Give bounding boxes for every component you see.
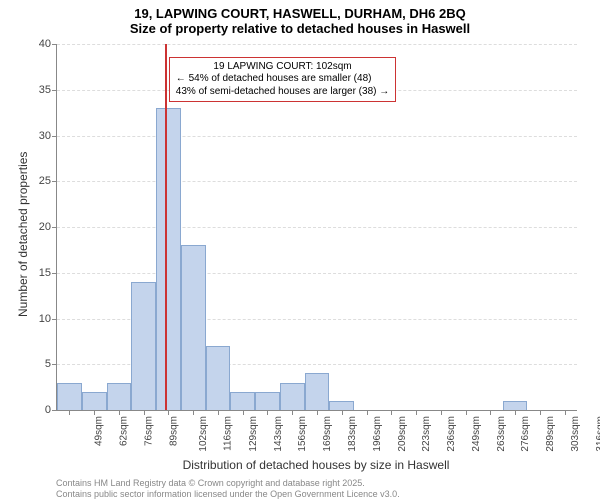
x-tick-mark <box>193 410 194 415</box>
x-tick-label: 183sqm <box>347 416 358 452</box>
histogram-bar <box>280 383 305 410</box>
x-tick-mark <box>94 410 95 415</box>
x-tick-label: 289sqm <box>545 416 556 452</box>
histogram-bar <box>206 346 231 410</box>
x-tick-mark <box>441 410 442 415</box>
histogram-chart: 051015202530354049sqm62sqm76sqm89sqm102s… <box>56 44 577 411</box>
y-tick-label: 30 <box>39 130 57 142</box>
x-tick-label: 223sqm <box>421 416 432 452</box>
property-marker-line <box>165 44 167 410</box>
footer-line2: Contains public sector information licen… <box>56 489 400 500</box>
histogram-bar <box>329 401 354 410</box>
histogram-bar <box>107 383 132 410</box>
x-tick-label: 276sqm <box>520 416 531 452</box>
y-tick-label: 20 <box>39 221 57 233</box>
x-tick-mark <box>218 410 219 415</box>
y-tick-label: 40 <box>39 38 57 50</box>
x-tick-label: 76sqm <box>143 416 154 446</box>
x-tick-label: 236sqm <box>446 416 457 452</box>
histogram-bar <box>156 108 181 410</box>
grid-line <box>57 227 577 228</box>
x-tick-mark <box>490 410 491 415</box>
x-tick-mark <box>540 410 541 415</box>
x-tick-label: 316sqm <box>595 416 600 452</box>
histogram-bar <box>82 392 107 410</box>
histogram-bar <box>255 392 280 410</box>
x-tick-label: 89sqm <box>168 416 179 446</box>
histogram-bar <box>181 245 206 410</box>
y-tick-label: 15 <box>39 267 57 279</box>
y-axis-label: Number of detached properties <box>16 152 30 317</box>
annotation-line3: 43% of semi-detached houses are larger (… <box>176 86 389 99</box>
x-tick-mark <box>292 410 293 415</box>
x-axis-label: Distribution of detached houses by size … <box>56 458 576 472</box>
histogram-bar <box>131 282 156 410</box>
y-tick-label: 0 <box>45 404 57 416</box>
x-tick-label: 49sqm <box>94 416 105 446</box>
x-tick-mark <box>565 410 566 415</box>
x-tick-label: 249sqm <box>471 416 482 452</box>
x-tick-mark <box>367 410 368 415</box>
title-line2: Size of property relative to detached ho… <box>0 21 600 40</box>
x-tick-mark <box>317 410 318 415</box>
x-tick-mark <box>466 410 467 415</box>
x-tick-mark <box>391 410 392 415</box>
annotation-line2: ← 54% of detached houses are smaller (48… <box>176 73 389 86</box>
x-tick-mark <box>515 410 516 415</box>
x-tick-label: 62sqm <box>119 416 130 446</box>
x-tick-mark <box>69 410 70 415</box>
x-tick-label: 156sqm <box>298 416 309 452</box>
x-tick-label: 209sqm <box>397 416 408 452</box>
y-tick-label: 25 <box>39 175 57 187</box>
annotation-box: 19 LAPWING COURT: 102sqm← 54% of detache… <box>169 57 396 103</box>
x-tick-mark <box>144 410 145 415</box>
x-tick-label: 143sqm <box>273 416 284 452</box>
x-tick-mark <box>267 410 268 415</box>
footer-line1: Contains HM Land Registry data © Crown c… <box>56 478 400 489</box>
histogram-bar <box>230 392 255 410</box>
x-tick-mark <box>342 410 343 415</box>
footer-attribution: Contains HM Land Registry data © Crown c… <box>56 478 400 500</box>
x-tick-label: 129sqm <box>248 416 259 452</box>
x-tick-mark <box>119 410 120 415</box>
grid-line <box>57 181 577 182</box>
x-tick-label: 116sqm <box>223 416 234 451</box>
histogram-bar <box>503 401 528 410</box>
title-line1: 19, LAPWING COURT, HASWELL, DURHAM, DH6 … <box>0 0 600 21</box>
x-tick-label: 303sqm <box>570 416 581 452</box>
x-tick-label: 102sqm <box>199 416 210 452</box>
annotation-line1: 19 LAPWING COURT: 102sqm <box>176 61 389 74</box>
grid-line <box>57 273 577 274</box>
y-tick-label: 10 <box>39 313 57 325</box>
x-tick-mark <box>243 410 244 415</box>
x-tick-label: 169sqm <box>322 416 333 452</box>
x-tick-mark <box>168 410 169 415</box>
x-tick-label: 263sqm <box>496 416 507 452</box>
x-tick-mark <box>416 410 417 415</box>
histogram-bar <box>57 383 82 410</box>
x-tick-label: 196sqm <box>372 416 383 452</box>
y-tick-label: 35 <box>39 84 57 96</box>
histogram-bar <box>305 373 330 410</box>
grid-line <box>57 136 577 137</box>
y-tick-label: 5 <box>45 358 57 370</box>
grid-line <box>57 44 577 45</box>
